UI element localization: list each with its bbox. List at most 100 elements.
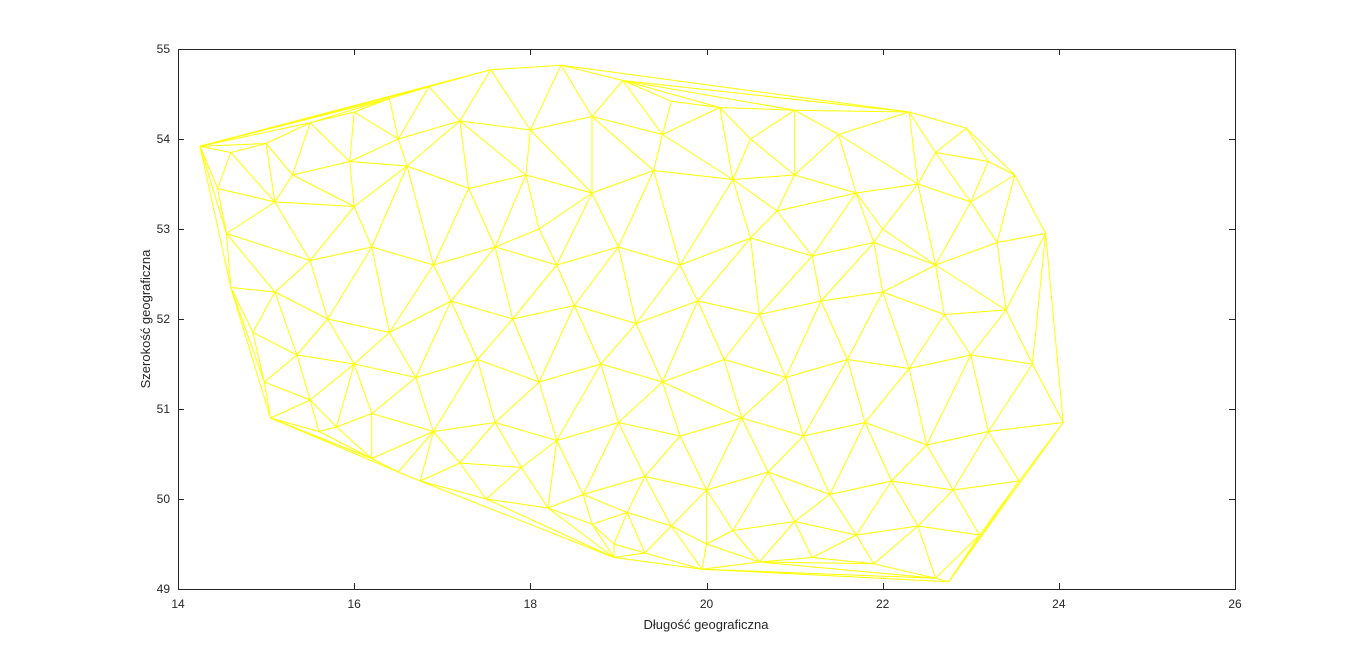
- mesh-edge: [353, 165, 408, 207]
- x-tick-label: 24: [1052, 597, 1066, 611]
- mesh-edge: [230, 287, 271, 419]
- mesh-edge: [767, 471, 796, 522]
- mesh-edge: [310, 246, 372, 261]
- x-tick-label: 14: [171, 597, 185, 611]
- mesh-edge: [952, 431, 989, 491]
- mesh-edge: [935, 152, 972, 203]
- mesh-edge: [926, 431, 989, 446]
- mesh-edge: [486, 498, 615, 558]
- mesh-edge: [459, 120, 527, 176]
- mesh-edge: [952, 489, 980, 536]
- mesh-edge: [420, 480, 615, 558]
- mesh-edge: [556, 264, 575, 306]
- mesh-edge: [750, 109, 795, 140]
- mesh-edge: [794, 521, 813, 558]
- mesh-edge: [217, 188, 227, 234]
- y-tick-label: 51: [157, 402, 171, 416]
- mesh-edge: [926, 444, 954, 491]
- mesh-edge: [494, 381, 540, 423]
- mesh-edge: [891, 480, 919, 527]
- mesh-edge: [908, 314, 945, 369]
- x-tick-label: 20: [700, 597, 714, 611]
- mesh-edge: [459, 422, 496, 464]
- mesh-edge: [406, 165, 469, 189]
- mesh-edge: [415, 359, 478, 378]
- mesh-edge: [199, 69, 491, 147]
- mesh-edge: [230, 287, 254, 333]
- mesh-edge: [521, 467, 549, 509]
- mesh-edge: [987, 363, 1033, 432]
- mesh-edge: [327, 246, 373, 320]
- mesh-edge: [309, 260, 329, 320]
- mesh-edge: [371, 413, 434, 432]
- mesh-edge: [583, 476, 645, 495]
- mesh-edge: [838, 111, 910, 135]
- mesh-edge: [494, 422, 522, 468]
- mesh-edge: [970, 201, 998, 243]
- mesh-edge: [547, 440, 558, 509]
- mesh-edge: [732, 174, 795, 180]
- mesh-edge: [723, 314, 760, 360]
- mesh-edge: [292, 161, 350, 176]
- mesh-edge: [582, 494, 628, 513]
- mesh-edge: [560, 64, 593, 117]
- mesh-edge: [371, 377, 417, 414]
- mesh-edge: [349, 161, 408, 167]
- mesh-edge: [591, 523, 615, 545]
- mesh-edge: [521, 440, 558, 468]
- mesh-edge: [935, 534, 980, 579]
- mesh-edge: [582, 494, 593, 525]
- mesh-edge: [741, 417, 769, 473]
- mesh-edge: [561, 64, 910, 113]
- mesh-edge: [353, 332, 390, 365]
- mesh-edge: [199, 146, 232, 288]
- mesh-edge: [776, 174, 796, 212]
- mesh-edge: [199, 145, 231, 153]
- mesh-edge: [349, 111, 355, 162]
- mesh-edge: [622, 80, 910, 113]
- mesh-edge: [490, 69, 531, 131]
- mesh-edge: [512, 318, 540, 383]
- mesh-edge: [1005, 233, 1047, 311]
- mesh-edge: [970, 354, 989, 432]
- mesh-edge: [732, 179, 778, 212]
- mesh-edge: [626, 476, 646, 513]
- mesh-edge: [477, 359, 540, 383]
- mesh-edge: [265, 122, 311, 144]
- mesh-edge: [846, 291, 884, 360]
- mesh-edge: [917, 183, 971, 203]
- mesh-edge: [230, 287, 275, 293]
- mesh-edge: [706, 543, 760, 563]
- mesh-edge: [953, 480, 1020, 491]
- mesh-edge: [653, 170, 681, 266]
- mesh-edge: [433, 359, 478, 432]
- mesh-edge: [741, 377, 787, 419]
- mesh-edge: [697, 300, 760, 315]
- mesh-edge: [917, 525, 936, 579]
- mesh-edge: [622, 80, 795, 111]
- mesh-edge: [547, 507, 593, 525]
- mesh-edge: [882, 228, 936, 266]
- mesh-edge: [556, 363, 602, 441]
- mesh-edge: [512, 305, 575, 320]
- mesh-edge: [635, 300, 698, 324]
- mesh-edge: [965, 127, 1016, 176]
- mesh-edge: [217, 152, 232, 189]
- mesh-edge: [926, 354, 972, 446]
- mesh-edge: [573, 305, 602, 365]
- mesh-edge: [847, 359, 910, 369]
- mesh-edge: [670, 489, 707, 527]
- mesh-edge: [908, 111, 936, 153]
- mesh-edge: [812, 242, 874, 257]
- mesh-edge: [644, 435, 681, 477]
- mesh-edge: [600, 363, 663, 383]
- mesh-edge: [388, 332, 417, 378]
- mesh-edge: [561, 64, 623, 81]
- mesh-edge: [838, 134, 919, 185]
- mesh-edge: [556, 440, 584, 495]
- mesh-edge: [820, 291, 883, 302]
- mesh-edge: [811, 534, 857, 558]
- mesh-edge: [970, 309, 1007, 356]
- mesh-edge: [494, 174, 527, 248]
- mesh-edge: [855, 192, 884, 230]
